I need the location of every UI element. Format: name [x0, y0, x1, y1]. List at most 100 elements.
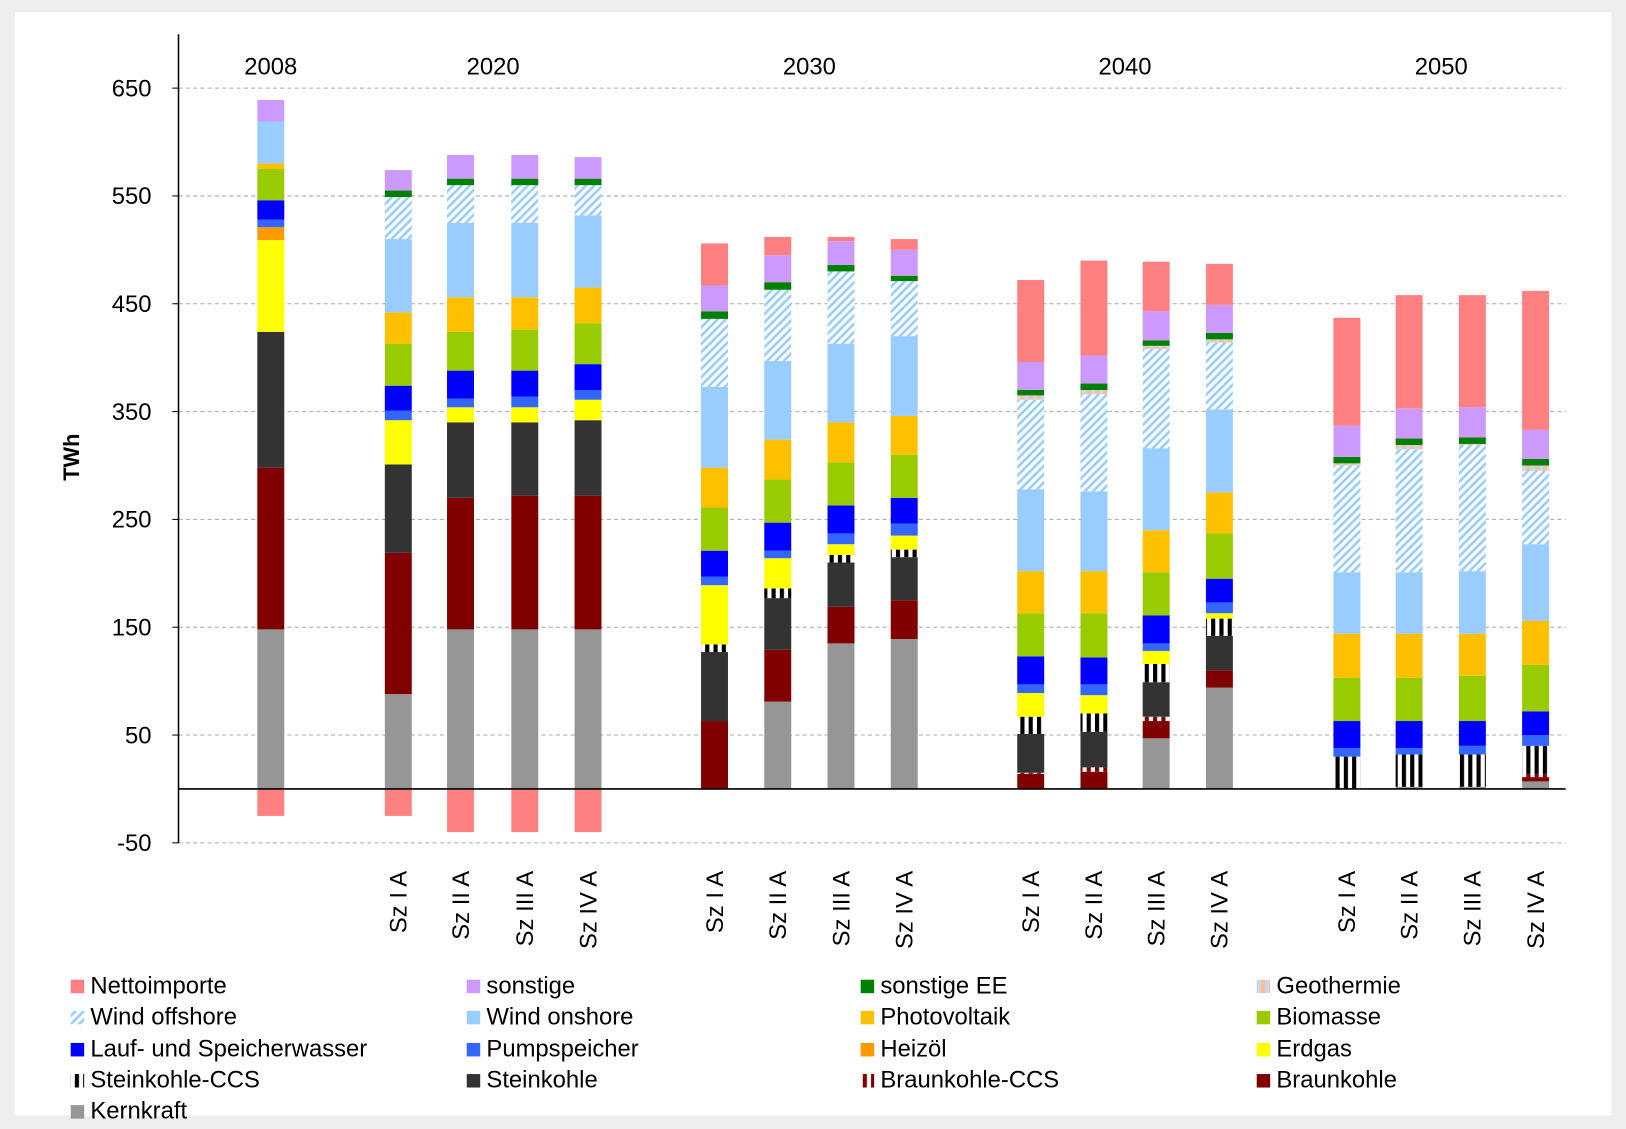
bar-segment — [384, 385, 412, 411]
bar-segment — [257, 629, 285, 789]
bar-segment — [1017, 692, 1045, 717]
bar-segment — [1395, 438, 1423, 446]
bar-segment — [1080, 260, 1108, 356]
bar-segment — [1522, 290, 1550, 430]
bar-segment — [1080, 571, 1108, 614]
legend-swatch — [860, 979, 875, 994]
bar-segment — [890, 523, 918, 536]
y-tick-label: 50 — [125, 722, 152, 749]
bar-segment — [701, 318, 728, 387]
y-tick-label: 550 — [112, 183, 152, 210]
bar-segment — [384, 312, 412, 344]
bar-segment — [1080, 394, 1108, 492]
bar-segment — [1395, 754, 1423, 787]
bar-segment — [1017, 656, 1045, 685]
x-tick-label: Sz II A — [448, 871, 475, 940]
bar-segment — [701, 585, 728, 645]
bar-segment — [1458, 754, 1486, 787]
bar-segment — [447, 497, 474, 630]
legend-swatch — [1256, 979, 1271, 994]
bar-segment — [890, 275, 918, 282]
bar-segment — [447, 370, 474, 399]
bar-segment — [574, 364, 602, 391]
bar-segment — [574, 390, 602, 400]
bar-segment — [1080, 771, 1108, 789]
bar-segment — [511, 396, 539, 408]
bar-segment — [701, 243, 728, 286]
bar-segment — [1205, 332, 1233, 340]
bar-segment — [1017, 489, 1045, 572]
bar-segment — [1522, 459, 1550, 466]
group-label: 2040 — [1099, 54, 1152, 81]
bar-segment — [1333, 721, 1361, 748]
bar-segment — [890, 639, 918, 789]
legend-swatch — [466, 979, 481, 994]
bar-segment — [1395, 677, 1423, 722]
bar-segment — [827, 533, 855, 545]
bar-segment — [447, 297, 474, 332]
y-tick-label: 250 — [112, 507, 152, 534]
bar-segment — [701, 644, 728, 653]
bar-segment — [574, 788, 602, 833]
legend-swatch — [70, 1042, 85, 1057]
bar-segment — [257, 168, 285, 201]
bar-segment — [701, 285, 728, 312]
bar-segment — [890, 336, 918, 416]
group-label: 2030 — [783, 54, 836, 81]
bar-segment — [890, 281, 918, 337]
legend-swatch — [860, 1010, 875, 1025]
x-tick-label: Sz I A — [1018, 871, 1045, 933]
bar-segment — [1017, 390, 1045, 396]
bar-segment — [1333, 425, 1361, 457]
bar-segment — [1522, 470, 1550, 545]
bar-segment — [890, 497, 918, 524]
x-tick-label: Sz III A — [1143, 871, 1170, 947]
bar-segment — [764, 255, 792, 283]
y-axis-title: TWh — [59, 434, 84, 481]
bar-segment — [827, 562, 855, 607]
bar-segment — [1080, 355, 1108, 384]
bar-segment — [1522, 777, 1550, 782]
bar-segment — [1080, 390, 1108, 395]
bar-segment — [1142, 340, 1170, 346]
bar-segment — [1142, 682, 1170, 717]
bar-segment — [574, 287, 602, 324]
bar-segment — [764, 360, 792, 440]
bar-segment — [257, 788, 285, 816]
bar-segment — [1333, 756, 1361, 789]
bar-segment — [1205, 613, 1233, 619]
bar-segment — [1142, 345, 1170, 350]
bar-segment — [447, 331, 474, 371]
bar-segment — [1522, 711, 1550, 736]
bar-segment — [701, 721, 728, 789]
bar-segment — [1142, 349, 1170, 449]
bar-segment — [1017, 571, 1045, 614]
bar-segment — [1017, 684, 1045, 693]
bar-segment — [1142, 530, 1170, 573]
bar-segment — [1333, 572, 1361, 634]
bar-segment — [1333, 633, 1361, 678]
bar-segment — [257, 163, 285, 169]
bar-segment — [1080, 767, 1108, 772]
bar-segment — [827, 264, 855, 272]
x-tick-label: Sz I A — [1334, 871, 1361, 933]
bar-segment — [1080, 657, 1108, 685]
bar-segment — [1458, 786, 1486, 789]
bar-segment — [511, 185, 539, 223]
bar-segment — [1458, 571, 1486, 634]
group-label: 2020 — [467, 54, 520, 81]
bar-segment — [1205, 670, 1233, 688]
legend-swatch — [860, 1042, 875, 1057]
bar-segment — [1205, 687, 1233, 789]
bar-segment — [1017, 613, 1045, 657]
x-tick-label: Sz IV A — [892, 871, 919, 949]
legend-label: Erdgas — [1276, 1036, 1352, 1063]
bar-segment — [827, 343, 855, 423]
bar-segment — [827, 241, 855, 265]
legend-label: Nettoimporte — [90, 972, 226, 999]
bar-segment — [1080, 713, 1108, 732]
bar-segment — [890, 454, 918, 498]
x-tick-label: Sz III A — [828, 871, 855, 947]
bar-segment — [1080, 695, 1108, 714]
bar-segment — [1522, 664, 1550, 712]
